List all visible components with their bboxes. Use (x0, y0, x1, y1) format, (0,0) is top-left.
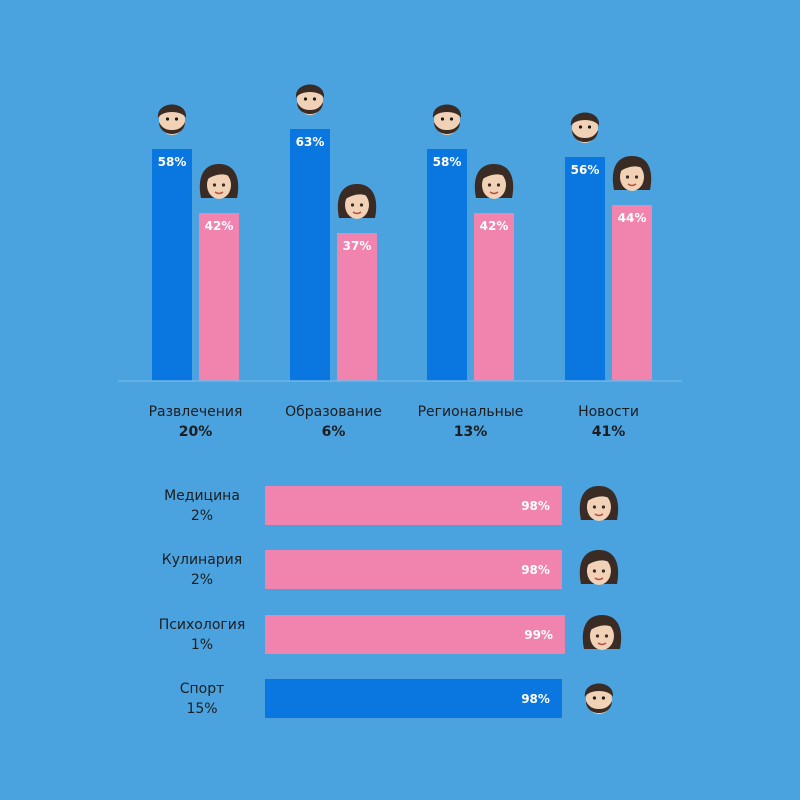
bar-label-female-0: 42% (205, 219, 234, 233)
row-share-3: 15% (186, 701, 217, 717)
category-name-1: Образование (285, 404, 382, 420)
row-bar-label-3: 98% (521, 692, 550, 706)
category-name-3: Новости (578, 404, 639, 420)
bar-male-3 (565, 157, 605, 381)
row-name-2: Психология (159, 617, 246, 633)
row-bar-0 (265, 486, 562, 525)
male-face-icon-2 (432, 104, 462, 135)
row-bar-label-0: 98% (521, 499, 550, 513)
category-name-0: Развлечения (149, 404, 243, 420)
bar-label-male-3: 56% (571, 163, 600, 177)
bar-male-2 (427, 149, 467, 381)
bar-label-male-2: 58% (433, 155, 462, 169)
female-face-icon-3 (612, 156, 652, 191)
female-face-icon-0 (199, 164, 239, 199)
female-face-icon-2 (474, 164, 514, 199)
female-face-icon-row-0 (579, 486, 619, 521)
bar-label-male-1: 63% (296, 135, 325, 149)
bar-label-female-3: 44% (618, 211, 647, 225)
bar-female-3 (612, 205, 652, 381)
row-share-1: 2% (191, 572, 213, 588)
bar-female-1 (337, 233, 377, 381)
row-share-2: 1% (191, 637, 213, 653)
male-face-icon-1 (295, 84, 325, 115)
female-face-icon-1 (337, 184, 377, 219)
row-name-3: Спорт (180, 681, 225, 697)
bar-label-female-1: 37% (343, 239, 372, 253)
male-face-icon-0 (157, 104, 187, 135)
row-bar-3 (265, 679, 562, 718)
row-bar-label-1: 98% (521, 563, 550, 577)
bar-female-2 (474, 213, 514, 381)
category-share-3: 41% (592, 424, 626, 440)
row-name-0: Медицина (164, 488, 240, 504)
row-bar-label-2: 99% (524, 628, 553, 642)
horizontal-bar-chart: 98% Медицина 2% 98% Кулинария 2% 99% Психология… (159, 486, 622, 718)
female-face-icon-row-1 (579, 550, 619, 585)
row-name-1: Кулинария (162, 552, 242, 568)
bar-female-0 (199, 213, 239, 381)
male-face-icon-3 (570, 112, 600, 143)
bar-label-female-2: 42% (480, 219, 509, 233)
vertical-bar-chart: 58% 42% Развлечения 20% 63% 37% Образование 6% 5… (149, 84, 652, 440)
row-share-0: 2% (191, 508, 213, 524)
bar-male-1 (290, 129, 330, 381)
female-face-icon-row-2 (582, 615, 622, 650)
male-face-icon-row-3 (584, 683, 614, 714)
category-name-2: Региональные (418, 404, 524, 420)
category-share-1: 6% (322, 424, 346, 440)
row-bar-2 (265, 615, 565, 654)
row-bar-1 (265, 550, 562, 589)
bar-male-0 (152, 149, 192, 381)
category-share-2: 13% (454, 424, 488, 440)
category-share-0: 20% (179, 424, 213, 440)
bar-label-male-0: 58% (158, 155, 187, 169)
